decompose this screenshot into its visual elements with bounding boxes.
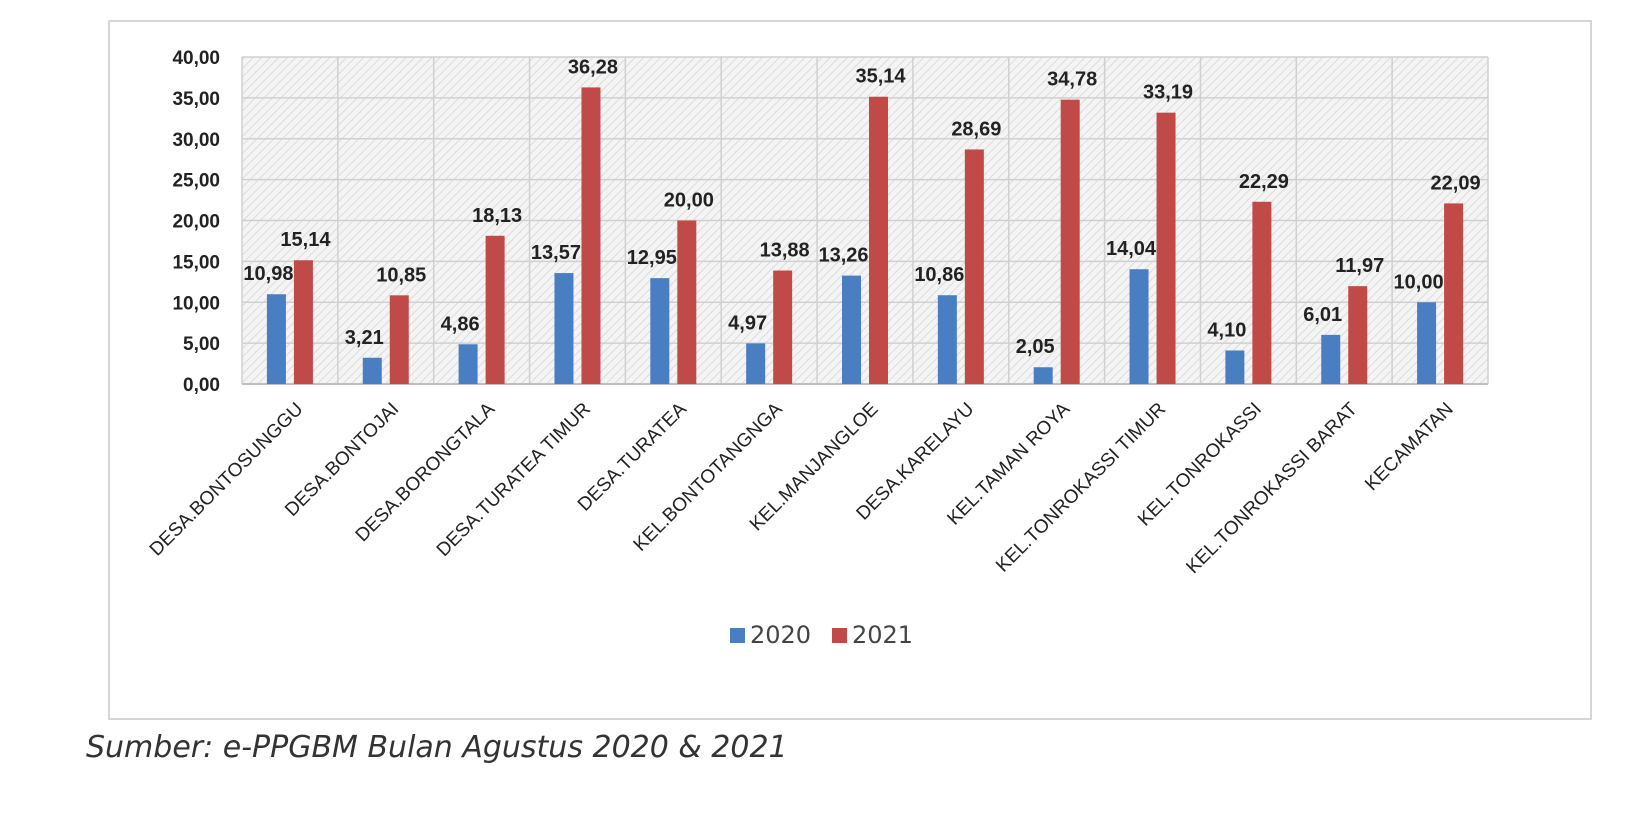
data-label-2020: 3,21 — [345, 327, 384, 349]
bar-2021 — [1444, 203, 1464, 384]
data-label-2020: 10,00 — [1394, 271, 1444, 293]
bar-2021 — [389, 295, 409, 384]
y-tick-label: 25,00 — [172, 171, 220, 192]
data-label-2021: 13,88 — [760, 240, 810, 262]
bar-2020 — [458, 344, 478, 384]
data-label-2021: 33,19 — [1143, 82, 1193, 104]
grid-lines — [241, 56, 1489, 385]
bar-2020 — [1129, 269, 1149, 384]
bar-2021 — [964, 149, 984, 384]
bar-2020 — [842, 275, 861, 384]
bar-2020 — [1033, 367, 1053, 384]
x-category-label: KEL.TONROKASSI TIMUR — [992, 399, 1170, 577]
data-label-2020: 10,98 — [243, 263, 293, 285]
bar-2021 — [581, 87, 601, 384]
bar-2020 — [554, 273, 574, 384]
bar-2020 — [1417, 302, 1437, 384]
x-category-label: DESA.BONTOSUNGGU — [146, 399, 308, 561]
y-tick-label: 40,00 — [172, 48, 220, 69]
data-label-2020: 2,05 — [1016, 336, 1055, 358]
legend-swatch-2020 — [730, 628, 745, 643]
x-category-label: KECAMATAN — [1361, 399, 1457, 495]
legend-label-2021: 2021 — [852, 621, 913, 649]
bar-2021 — [1060, 99, 1080, 385]
bar-chart: 0,00 5,00 10,00 15,00 20,00 25,00 30,00 35,00 40… — [146, 48, 1489, 649]
bar-2021 — [869, 96, 888, 384]
data-labels: 10,98 3,21 4,86 13,57 12,95 4,97 13,26 10,86 2,0… — [243, 56, 1480, 358]
y-axis-ticks: 0,00 5,00 10,00 15,00 20,00 25,00 30,00 35,00 40… — [172, 48, 220, 396]
data-label-2021: 18,13 — [472, 205, 522, 227]
data-label-2020: 4,86 — [441, 313, 480, 335]
y-tick-label: 5,00 — [183, 334, 220, 355]
bar-2021 — [293, 260, 313, 384]
data-label-2021: 22,29 — [1239, 171, 1289, 193]
bar-2020 — [650, 278, 670, 384]
chart-frame: 0,00 5,00 10,00 15,00 20,00 25,00 30,00 35,00 40… — [108, 20, 1592, 720]
data-label-2021: 28,69 — [951, 118, 1001, 140]
y-tick-label: 30,00 — [172, 130, 220, 151]
bar-2020 — [362, 357, 382, 384]
bar-2020 — [937, 295, 957, 384]
y-tick-label: 10,00 — [172, 293, 220, 314]
data-label-2020: 13,57 — [531, 242, 581, 264]
x-axis-categories: DESA.BONTOSUNGGUDESA.BONTOJAIDESA.BORONG… — [146, 398, 1458, 578]
x-category-label: KEL.TONROKASSI BARAT — [1182, 398, 1362, 578]
y-tick-label: 0,00 — [183, 375, 220, 396]
x-category-label: DESA.TURATEA TIMUR — [433, 399, 595, 561]
bar-2021 — [677, 220, 697, 384]
data-label-2020: 4,97 — [728, 312, 767, 334]
data-label-2021: 36,28 — [568, 56, 618, 78]
bar-2020 — [746, 343, 766, 384]
bar-2020 — [1321, 334, 1341, 384]
bar-2021 — [1348, 286, 1368, 384]
bar-2020 — [266, 294, 286, 384]
data-label-2020: 6,01 — [1303, 304, 1342, 326]
data-label-2021: 15,14 — [280, 229, 331, 251]
bar-2020 — [1225, 350, 1245, 384]
bar-2021 — [1156, 112, 1176, 384]
data-label-2020: 14,04 — [1106, 238, 1157, 260]
y-tick-label: 35,00 — [172, 89, 220, 110]
data-label-2020: 4,10 — [1207, 319, 1246, 341]
source-caption: Sumber: e-PPGBM Bulan Agustus 2020 & 202… — [86, 730, 788, 765]
data-label-2020: 13,26 — [818, 245, 868, 267]
data-label-2021: 34,78 — [1047, 69, 1097, 91]
data-label-2021: 22,09 — [1431, 172, 1481, 194]
legend-swatch-2021 — [832, 628, 847, 643]
data-label-2021: 20,00 — [664, 190, 714, 212]
data-label-2020: 10,86 — [914, 264, 964, 286]
data-label-2021: 10,85 — [376, 264, 426, 286]
legend-label-2020: 2020 — [750, 621, 811, 649]
legend: 2020 2021 — [730, 621, 913, 649]
y-tick-label: 20,00 — [172, 212, 220, 233]
data-label-2021: 11,97 — [1335, 255, 1384, 277]
bar-2021 — [1252, 201, 1272, 384]
data-label-2020: 12,95 — [627, 247, 677, 269]
data-label-2021: 35,14 — [855, 66, 906, 88]
bars — [266, 87, 1464, 385]
bar-2021 — [485, 235, 505, 384]
y-tick-label: 15,00 — [172, 252, 220, 273]
bar-2021 — [773, 270, 793, 384]
